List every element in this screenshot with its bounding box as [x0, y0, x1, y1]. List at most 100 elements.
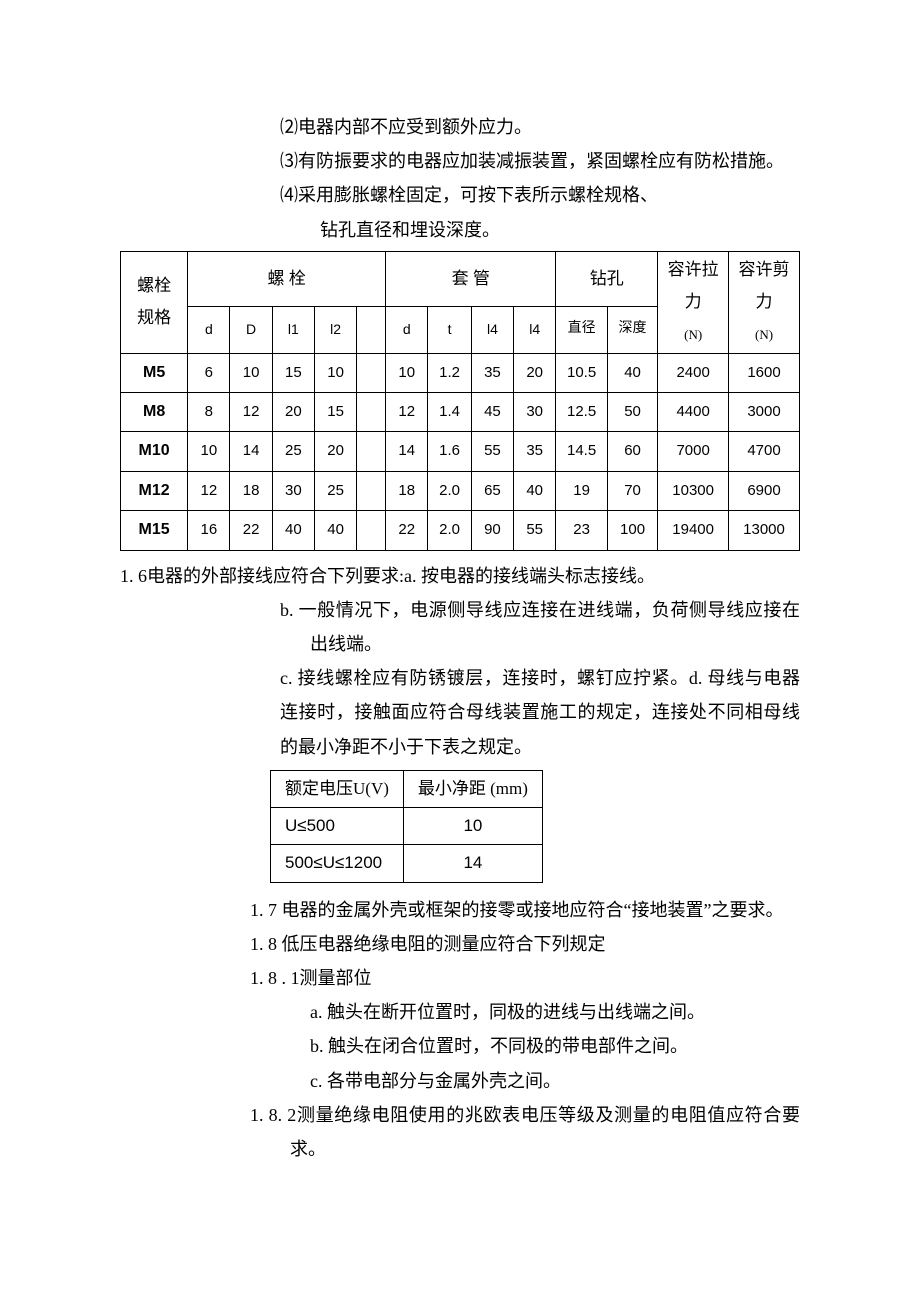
cell: 1600	[729, 353, 800, 392]
cell: 1.4	[428, 393, 471, 432]
cell: 6	[188, 353, 230, 392]
volt-header-u: 额定电压U(V)	[271, 770, 404, 807]
cell: 19	[556, 471, 608, 510]
sub-bolt-blank	[357, 306, 386, 353]
cell: 10	[230, 353, 272, 392]
cell	[357, 471, 386, 510]
section-1-6-c-d: c. 接线螺栓应有防锈镀层，连接时，螺钉应拧紧。d. 母线与电器连接时，接触面应…	[280, 661, 800, 764]
section-1-8-1-c: c. 各带电部分与金属外壳之间。	[310, 1064, 800, 1098]
cell: 40	[607, 353, 657, 392]
cell: 13000	[729, 511, 800, 550]
cell: 45	[471, 393, 513, 432]
cell: 22	[230, 511, 272, 550]
cell: 12.5	[556, 393, 608, 432]
table-row: M56101510101.2352010.54024001600	[121, 353, 800, 392]
table-row: U≤50010	[271, 808, 543, 845]
cell: 50	[607, 393, 657, 432]
sub-sleeve-d: d	[386, 306, 428, 353]
section-1-8-2: 1. 8. 2测量绝缘电阻使用的兆欧表电压等级及测量的电阻值应符合要求。	[250, 1098, 800, 1166]
cell: 1.2	[428, 353, 471, 392]
cell: 2400	[658, 353, 729, 392]
table-row: M1516224040222.09055231001940013000	[121, 511, 800, 550]
sub-sleeve-l4a: l4	[471, 306, 513, 353]
cell: 20	[514, 353, 556, 392]
cell: 4700	[729, 432, 800, 471]
cell: 4400	[658, 393, 729, 432]
cell: 10	[386, 353, 428, 392]
cell: 7000	[658, 432, 729, 471]
cell: 8	[188, 393, 230, 432]
cell-voltage: 500≤U≤1200	[271, 845, 404, 882]
bolt-table-head: 螺栓 规格 螺 栓 套 管 钻孔 容许拉力 (N) 容许剪力 (N) d	[121, 251, 800, 353]
row-label: M5	[121, 353, 188, 392]
sub-bolt-d: d	[188, 306, 230, 353]
sub-sleeve-l4b: l4	[514, 306, 556, 353]
cell: 14.5	[556, 432, 608, 471]
shear-header: 容许剪力 (N)	[729, 251, 800, 353]
cell: 35	[471, 353, 513, 392]
item-3: ⑶有防振要求的电器应加装减振装置，紧固螺栓应有防松措施。	[280, 144, 800, 178]
volt-header-d: 最小净距 (mm)	[403, 770, 542, 807]
cell: 10300	[658, 471, 729, 510]
cell: 15	[314, 393, 356, 432]
cell-voltage: U≤500	[271, 808, 404, 845]
group-header-drill: 钻孔	[556, 251, 658, 306]
section-1-6-b: b. 一般情况下，电源侧导线应连接在进线端，负荷侧导线应接在出线端。	[280, 593, 800, 661]
item-4-line2: 钻孔直径和埋设深度。	[320, 213, 800, 247]
cell: 40	[314, 511, 356, 550]
sub-sleeve-t: t	[428, 306, 471, 353]
sub-bolt-D: D	[230, 306, 272, 353]
cell: 70	[607, 471, 657, 510]
cell: 60	[607, 432, 657, 471]
cell: 20	[314, 432, 356, 471]
cell-clearance: 10	[403, 808, 542, 845]
bolt-spec-table: 螺栓 规格 螺 栓 套 管 钻孔 容许拉力 (N) 容许剪力 (N) d	[120, 251, 800, 551]
cell: 12	[188, 471, 230, 510]
cell: 30	[272, 471, 314, 510]
row-label: M8	[121, 393, 188, 432]
tensile-unit: (N)	[684, 327, 702, 342]
voltage-clearance-table: 额定电压U(V) 最小净距 (mm) U≤50010500≤U≤120014	[270, 770, 543, 883]
sub-drill-dia: 直径	[556, 306, 608, 353]
tensile-header-label: 容许拉力	[668, 260, 719, 311]
table-row: M88122015121.4453012.55044003000	[121, 393, 800, 432]
row-label: M10	[121, 432, 188, 471]
cell: 15	[272, 353, 314, 392]
sub-bolt-l2: l2	[314, 306, 356, 353]
cell: 40	[514, 471, 556, 510]
item-4-line1: ⑷采用膨胀螺栓固定，可按下表所示螺栓规格、	[280, 178, 800, 212]
cell: 90	[471, 511, 513, 550]
row-label: M15	[121, 511, 188, 550]
volt-table-body: U≤50010500≤U≤120014	[271, 808, 543, 883]
tensile-header: 容许拉力 (N)	[658, 251, 729, 353]
cell: 23	[556, 511, 608, 550]
cell: 2.0	[428, 511, 471, 550]
cell: 19400	[658, 511, 729, 550]
cell: 25	[314, 471, 356, 510]
cell: 14	[230, 432, 272, 471]
cell: 30	[514, 393, 556, 432]
cell: 16	[188, 511, 230, 550]
row-label: M12	[121, 471, 188, 510]
section-1-8-1: 1. 8 . 1测量部位	[250, 961, 800, 995]
section-1-6-a: 1. 6电器的外部接线应符合下列要求:a. 按电器的接线端头标志接线。	[120, 559, 800, 593]
cell: 100	[607, 511, 657, 550]
cell: 22	[386, 511, 428, 550]
cell	[357, 432, 386, 471]
cell	[357, 353, 386, 392]
cell: 25	[272, 432, 314, 471]
cell: 10.5	[556, 353, 608, 392]
sub-bolt-l1: l1	[272, 306, 314, 353]
shear-header-label: 容许剪力	[739, 260, 790, 311]
shear-unit: (N)	[755, 327, 773, 342]
cell: 40	[272, 511, 314, 550]
cell: 12	[386, 393, 428, 432]
cell: 65	[471, 471, 513, 510]
corner-header-line2: 规格	[137, 308, 171, 327]
bolt-table-body: M56101510101.2352010.54024001600M8812201…	[121, 353, 800, 550]
cell: 55	[471, 432, 513, 471]
section-1-8: 1. 8 低压电器绝缘电阻的测量应符合下列规定	[250, 927, 800, 961]
cell: 3000	[729, 393, 800, 432]
cell: 12	[230, 393, 272, 432]
table-row: 500≤U≤120014	[271, 845, 543, 882]
